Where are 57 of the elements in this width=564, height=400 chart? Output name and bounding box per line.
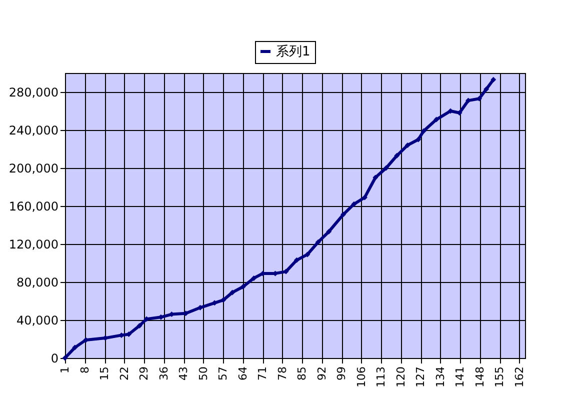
- x-tick-label: 106: [354, 366, 368, 388]
- y-tick-label: 80,000: [16, 276, 58, 290]
- x-tick-label: 29: [138, 366, 151, 380]
- x-tick-label: 22: [118, 366, 131, 380]
- x-tick-label: 15: [98, 366, 112, 380]
- point: [434, 116, 440, 122]
- x-tick-label: 120: [394, 366, 408, 388]
- y-tick-label: 280,000: [8, 86, 58, 100]
- point: [230, 290, 236, 296]
- point: [294, 257, 300, 263]
- x-tick-label: 99: [335, 366, 348, 380]
- x-tick-label: 1: [58, 366, 72, 374]
- y-tick-label: 0: [50, 352, 58, 366]
- x-tick-label: 50: [196, 366, 210, 380]
- point: [394, 152, 400, 158]
- point: [484, 86, 490, 92]
- point: [362, 194, 368, 200]
- x-tick-label: 71: [256, 366, 270, 380]
- point: [420, 128, 426, 134]
- y-tick-label: 240,000: [8, 124, 58, 138]
- x-tick-label: 78: [276, 366, 289, 380]
- point: [212, 300, 218, 306]
- x-tick-label: 127: [414, 366, 428, 388]
- point: [136, 322, 142, 328]
- x-tick-label: 57: [216, 366, 230, 380]
- y-tick-label: 40,000: [16, 314, 58, 328]
- point: [240, 284, 246, 290]
- point: [490, 76, 496, 82]
- point: [72, 344, 78, 350]
- point: [326, 228, 332, 234]
- x-tick-label: 134: [434, 366, 447, 388]
- legend-label: 系列1: [276, 44, 310, 60]
- point: [351, 201, 357, 207]
- x-tick-label: 43: [177, 366, 190, 380]
- x-tick-label: 155: [493, 366, 506, 388]
- x-tick-label: 113: [374, 366, 388, 388]
- x-tick-label: 92: [315, 366, 328, 380]
- point: [304, 252, 310, 258]
- point: [315, 239, 321, 245]
- point: [372, 174, 378, 180]
- x-tick-label: 36: [157, 366, 170, 380]
- point: [416, 136, 422, 142]
- point: [251, 275, 257, 281]
- point: [220, 297, 226, 303]
- x-tick-label: 162: [512, 366, 526, 388]
- point: [340, 212, 346, 218]
- y-tick-label: 120,000: [8, 238, 58, 252]
- x-tick-label: 148: [473, 366, 486, 388]
- x-tick-label: 64: [236, 366, 250, 380]
- point: [383, 165, 389, 171]
- point: [62, 355, 68, 361]
- x-tick-label: 85: [296, 366, 309, 380]
- y-tick-label: 200,000: [8, 162, 58, 176]
- point: [404, 142, 410, 148]
- y-tick-label: 160,000: [8, 200, 58, 214]
- x-tick-label: 8: [78, 366, 92, 374]
- x-tick-label: 141: [454, 366, 467, 388]
